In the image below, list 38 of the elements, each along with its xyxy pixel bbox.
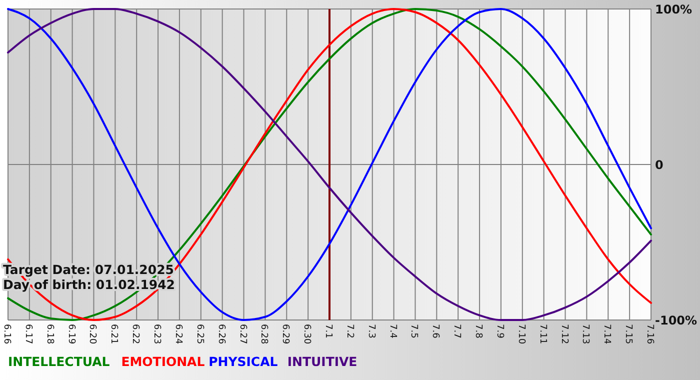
x-tick-label: 7.1 [323,324,333,338]
x-tick-label: 6.19 [66,324,76,344]
x-tick-label: 7.2 [344,324,354,338]
y-tick-label: 0 [655,158,664,172]
text: INTELLECTUAL [8,354,110,369]
x-tick-label: 6.26 [216,324,226,344]
x-tick-label: 7.8 [473,324,484,339]
x-tick-label: 6.29 [280,324,290,344]
x-tick-label: 7.16 [644,324,654,344]
x-tick-label: 6.27 [237,324,248,344]
text: INTUITIVE [287,354,358,369]
x-tick-label: 6.17 [22,324,33,344]
x-tick-label: 7.10 [516,324,526,344]
x-tick-label: 7.6 [430,324,440,339]
x-tick-label: 7.5 [408,324,419,338]
x-tick-label: 6.25 [194,324,204,344]
text: EMOTIONAL [121,354,205,369]
x-tick-label: 6.22 [130,324,140,344]
x-tick-label: 6.28 [258,324,269,344]
x-tick-label: 6.20 [87,324,98,344]
x-tick-label: 6.30 [302,324,312,344]
x-tick-label: 7.4 [387,324,398,339]
x-tick-label: 6.16 [2,324,12,344]
text: PHYSICAL [208,354,278,369]
x-tick-label: 6.18 [44,324,54,344]
x-tick-label: 7.3 [366,324,376,338]
x-tick-label: 6.23 [152,324,162,344]
y-tick-label: -100% [655,314,698,328]
x-tick-label: 6.24 [172,324,183,344]
x-tick-label: 7.15 [623,324,634,344]
x-tick-label: 7.7 [452,324,462,338]
y-tick-label: 100% [655,2,692,16]
x-tick-label: 6.21 [108,324,119,344]
x-tick-label: 7.9 [494,324,504,339]
x-tick-label: 7.12 [558,324,569,344]
x-tick-label: 7.11 [537,324,548,344]
x-tick-label: 7.14 [602,324,612,344]
x-tick-label: 7.13 [580,324,590,344]
